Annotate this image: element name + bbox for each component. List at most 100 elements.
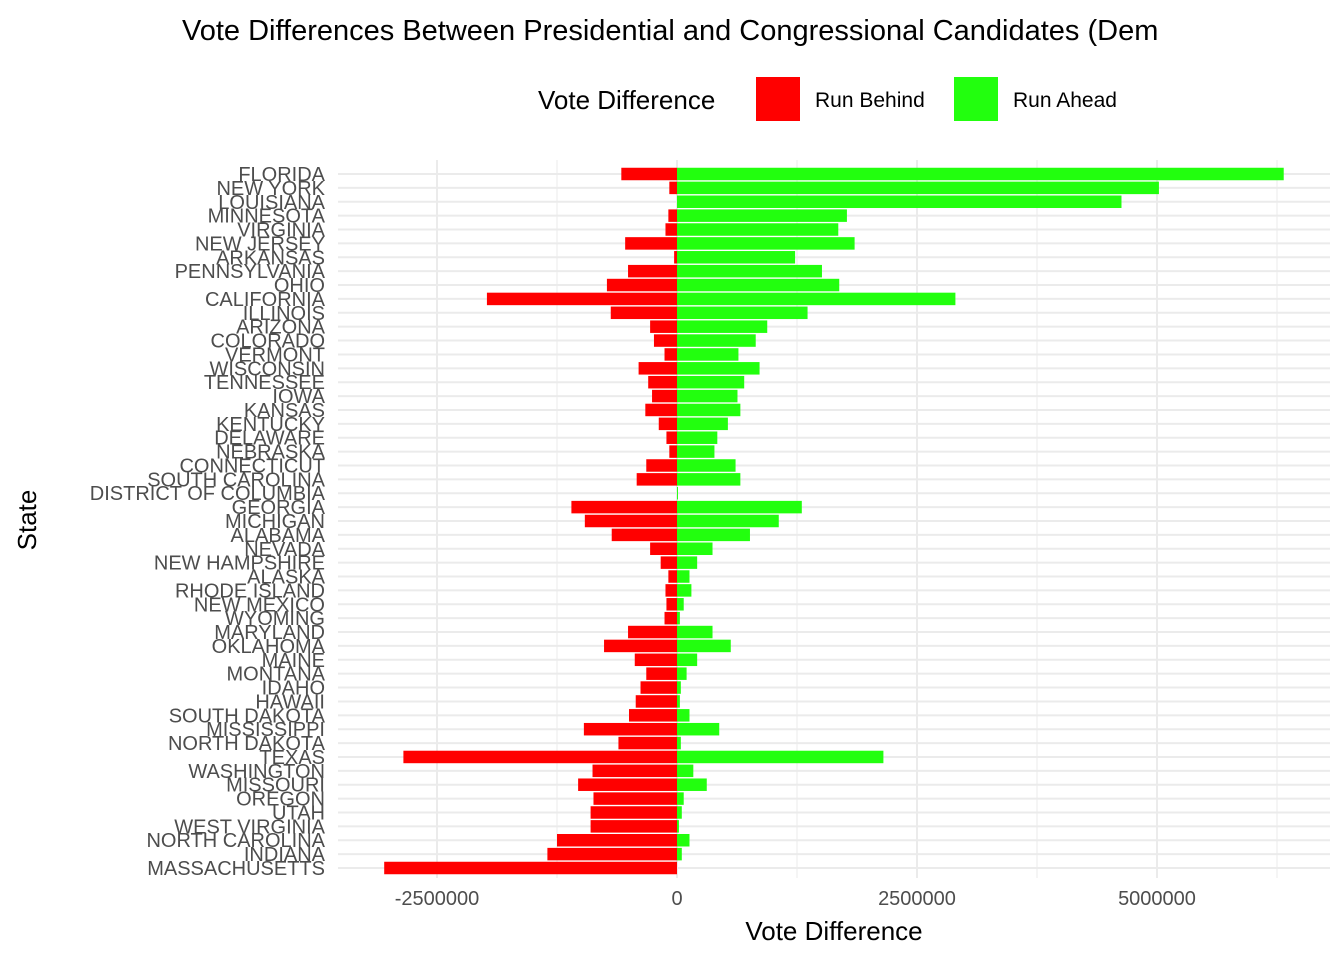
state-label: WYOMING bbox=[225, 608, 325, 630]
state-label: MONTANA bbox=[226, 664, 325, 686]
state-label: FLORIDA bbox=[238, 164, 325, 186]
state-label: MISSOURI bbox=[226, 775, 325, 797]
bar-run-ahead bbox=[677, 362, 760, 375]
state-label: SOUTH DAKOTA bbox=[169, 705, 326, 727]
bar-run-behind bbox=[646, 459, 677, 472]
state-label: UTAH bbox=[272, 802, 325, 824]
state-label: COLORADO bbox=[211, 331, 325, 353]
x-axis-title: Vote Difference bbox=[745, 916, 922, 946]
state-label: NEW YORK bbox=[216, 178, 325, 200]
bar-run-ahead bbox=[677, 306, 808, 320]
state-label: KENTUCKY bbox=[216, 414, 325, 436]
bar-run-behind bbox=[590, 806, 677, 819]
state-label: MISSISSIPPI bbox=[206, 719, 325, 741]
state-label: VERMONT bbox=[225, 344, 325, 366]
state-label: ALASKA bbox=[247, 567, 325, 589]
bar-run-ahead bbox=[677, 847, 682, 861]
bar-run-ahead bbox=[677, 570, 690, 583]
state-label: NEW MEXICO bbox=[194, 594, 325, 616]
state-label: NEW JERSEY bbox=[195, 233, 325, 255]
state-label: MARYLAND bbox=[214, 622, 325, 644]
legend-label-run-behind: Run Behind bbox=[815, 89, 925, 112]
state-label: ARIZONA bbox=[236, 317, 326, 339]
bar-run-ahead bbox=[677, 542, 713, 556]
bar-run-ahead bbox=[677, 486, 678, 500]
bar-run-behind bbox=[571, 500, 677, 514]
bar-run-ahead bbox=[677, 167, 1284, 181]
state-label: INDIANA bbox=[244, 844, 326, 866]
state-label: GEORGIA bbox=[232, 497, 326, 519]
bar-run-behind bbox=[621, 167, 677, 181]
bar-run-behind bbox=[666, 431, 677, 444]
legend: Vote Difference Run Behind Run Ahead bbox=[538, 77, 1117, 121]
x-tick-label: 5000000 bbox=[1118, 888, 1196, 910]
state-label: VIRGINIA bbox=[237, 220, 325, 242]
legend-swatch-run-behind bbox=[756, 77, 800, 121]
bar-run-ahead bbox=[677, 792, 684, 805]
legend-title: Vote Difference bbox=[538, 85, 715, 115]
bar-run-ahead bbox=[677, 806, 682, 819]
bar-run-behind bbox=[606, 278, 677, 292]
bar-run-behind bbox=[557, 833, 677, 847]
bar-run-behind bbox=[668, 209, 677, 222]
state-label: IDAHO bbox=[262, 678, 325, 700]
x-tick-label: 2500000 bbox=[878, 888, 956, 910]
bar-run-ahead bbox=[677, 833, 690, 847]
legend-swatch-run-ahead bbox=[954, 77, 998, 121]
bar-run-behind bbox=[578, 778, 677, 791]
bar-run-behind bbox=[665, 584, 677, 597]
bar-run-behind bbox=[618, 736, 677, 750]
state-label: CALIFORNIA bbox=[205, 289, 326, 311]
bar-run-ahead bbox=[677, 764, 694, 778]
state-label: MICHIGAN bbox=[225, 511, 325, 533]
bar-run-ahead bbox=[677, 334, 756, 347]
bar-run-ahead bbox=[677, 417, 728, 431]
x-tick-label: -2500000 bbox=[395, 888, 480, 910]
bar-run-ahead bbox=[677, 500, 802, 514]
bars bbox=[384, 167, 1284, 875]
bar-run-ahead bbox=[677, 292, 956, 306]
bar-run-behind bbox=[635, 695, 677, 708]
bar-run-ahead bbox=[677, 195, 1122, 209]
bar-run-ahead bbox=[677, 473, 741, 486]
bar-run-ahead bbox=[677, 722, 720, 736]
state-label: ARKANSAS bbox=[216, 247, 325, 269]
bar-run-behind bbox=[629, 709, 677, 722]
bar-run-ahead bbox=[677, 389, 738, 403]
bar-run-behind bbox=[646, 667, 677, 680]
bar-run-behind bbox=[638, 362, 677, 375]
bar-run-behind bbox=[650, 542, 677, 556]
bar-run-ahead bbox=[677, 653, 698, 667]
bar-run-behind bbox=[604, 639, 677, 653]
state-label: NEBRASKA bbox=[216, 442, 326, 464]
bar-run-behind bbox=[634, 653, 677, 667]
state-label: MINNESOTA bbox=[208, 206, 326, 228]
bar-run-behind bbox=[660, 556, 677, 569]
state-label: ALABAMA bbox=[231, 525, 326, 547]
bar-run-ahead bbox=[677, 667, 687, 680]
state-label: MASSACHUSETTS bbox=[147, 858, 325, 880]
state-label: TENNESSEE bbox=[204, 372, 325, 394]
bar-run-ahead bbox=[677, 237, 855, 250]
bar-run-behind bbox=[610, 306, 677, 320]
bar-run-behind bbox=[611, 528, 677, 542]
state-label: NORTH CAROLINA bbox=[146, 830, 325, 852]
bar-run-ahead bbox=[677, 514, 779, 528]
bar-run-behind bbox=[674, 251, 677, 264]
state-label: DISTRICT OF COLUMBIA bbox=[90, 483, 326, 505]
bar-run-behind bbox=[668, 570, 677, 583]
state-label: HAWAII bbox=[255, 691, 325, 713]
state-label: OKLAHOMA bbox=[212, 636, 326, 658]
bar-run-ahead bbox=[677, 709, 690, 722]
state-label: RHODE ISLAND bbox=[175, 580, 325, 602]
bar-run-ahead bbox=[677, 736, 681, 750]
state-label: LOUISIANA bbox=[218, 192, 325, 214]
bar-run-behind bbox=[636, 473, 677, 486]
state-label: NEW HAMPSHIRE bbox=[154, 553, 325, 575]
bar-run-behind bbox=[486, 292, 677, 306]
legend-label-run-ahead: Run Ahead bbox=[1013, 89, 1117, 112]
bar-run-ahead bbox=[677, 556, 698, 569]
bar-run-behind bbox=[547, 847, 677, 861]
bar-run-ahead bbox=[677, 348, 739, 361]
